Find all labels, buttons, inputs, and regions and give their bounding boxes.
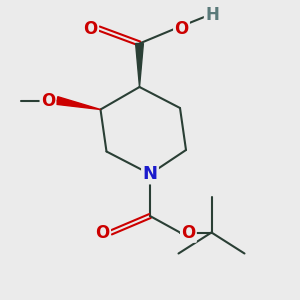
Text: O: O xyxy=(41,92,55,110)
Text: O: O xyxy=(95,224,110,242)
Text: H: H xyxy=(205,6,219,24)
Polygon shape xyxy=(56,97,100,110)
Polygon shape xyxy=(136,44,143,87)
Text: O: O xyxy=(174,20,189,38)
Text: O: O xyxy=(83,20,98,38)
Text: O: O xyxy=(181,224,196,242)
Text: N: N xyxy=(142,165,158,183)
